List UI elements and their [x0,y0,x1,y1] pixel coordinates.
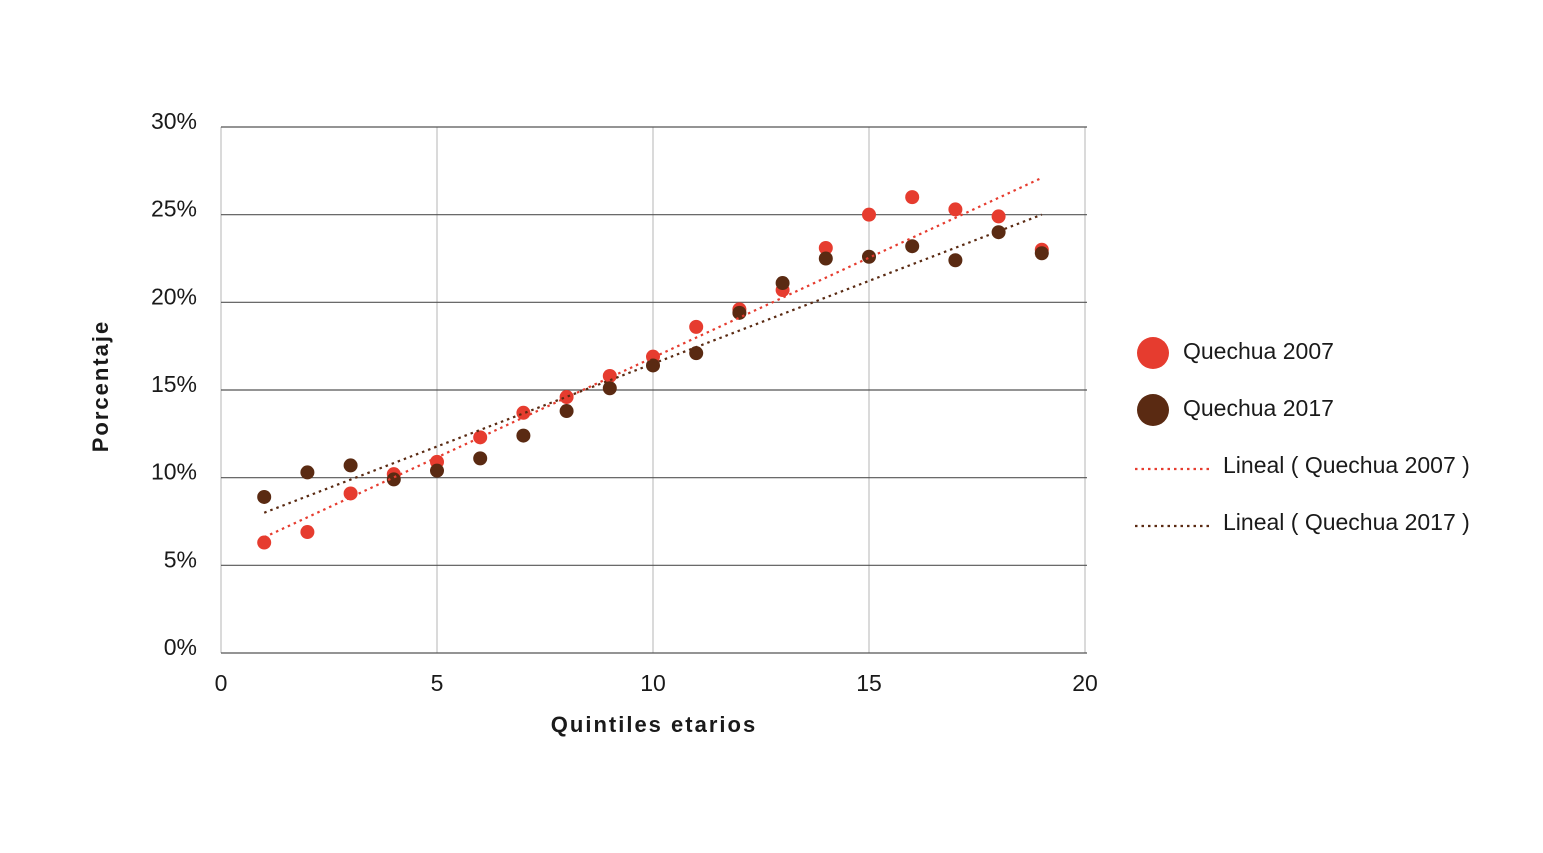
legend-label: Lineal ( Quechua 2007 ) [1223,452,1470,478]
scatter-point [991,225,1006,240]
scatter-point [646,358,660,373]
scatter-point [300,465,315,480]
x-tick-label: 0 [215,670,228,696]
scatter-point [257,489,272,504]
y-tick-label: 30% [151,108,197,134]
legend-marker [1137,337,1169,369]
grid [220,126,1087,654]
scatter-point [905,239,920,254]
scatter-point [300,525,315,540]
scatter-point [689,319,704,334]
legend-marker [1137,394,1169,426]
x-tick-label: 10 [640,670,666,696]
scatter-point [862,249,876,264]
legend-label: Quechua 2017 [1183,395,1334,421]
scatter-point [689,346,704,361]
x-tick-label: 15 [856,670,882,696]
scatter-point [1034,246,1049,261]
scatter-point [430,463,444,478]
y-axis-title: Porcentaje [88,320,113,453]
trend-line [263,213,1043,514]
scatter-point [516,405,531,420]
scatter-point [948,253,963,268]
scatter-point [257,535,272,550]
x-tick-label: 5 [431,670,444,696]
y-tick-label: 10% [151,459,197,485]
scatter-point [473,451,488,466]
scatter-point [386,472,401,487]
legend-label: Quechua 2007 [1183,338,1334,364]
scatter-point [818,251,833,266]
scatter-point [602,381,617,396]
legend-label: Lineal ( Quechua 2017 ) [1223,509,1470,535]
y-tick-label: 0% [164,634,197,660]
scatter-point [516,428,531,443]
scatter-point [862,207,876,222]
y-tick-label: 15% [151,371,197,397]
scatter-point [343,458,358,473]
scatter-point [775,276,790,291]
scatter-point [343,486,358,501]
scatter-point [602,368,617,383]
scatter-point [559,404,574,419]
scatter-point [991,209,1006,224]
x-axis-title: Quintiles etarios [551,712,757,737]
y-tick-label: 5% [164,546,197,572]
scatter-point [948,202,963,217]
scatter-point [905,190,920,205]
scatter-point [473,430,488,445]
y-tick-label: 20% [151,283,197,309]
scatter-point [732,305,747,320]
x-tick-label: 20 [1072,670,1098,696]
scatter-point [818,240,833,255]
y-tick-label: 25% [151,196,197,222]
